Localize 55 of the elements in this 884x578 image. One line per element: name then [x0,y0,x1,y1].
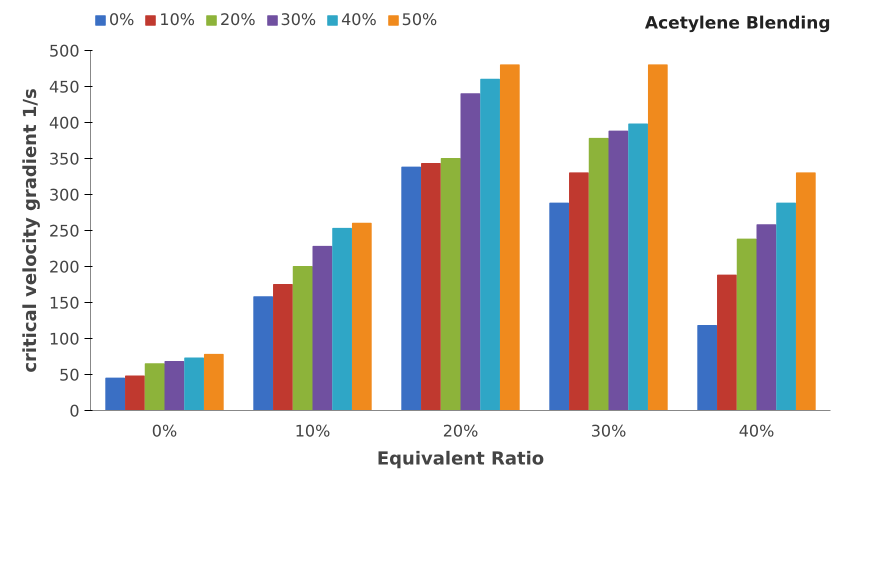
x-axis-title: Equivalent Ratio [376,448,544,470]
bar [204,354,224,410]
x-tick-label: 30% [590,422,626,440]
bar [440,158,461,410]
bar [184,357,204,410]
y-tick-label: 250 [48,222,80,240]
y-tick-label: 350 [48,150,80,168]
bar [273,284,293,410]
x-tick-label: 20% [442,422,478,440]
bar [105,378,126,410]
bar [292,266,313,410]
legend-label: 10% [159,10,195,29]
y-tick-label: 200 [48,258,80,276]
bar [756,224,776,410]
legend-label: 0% [109,10,134,29]
bar [697,325,718,410]
y-tick-label: 300 [48,186,80,204]
bar [125,375,145,410]
bar [717,274,737,410]
y-tick-label: 50 [59,366,80,384]
bar [608,130,628,410]
x-tick-label: 10% [294,422,330,440]
bar [332,228,352,410]
y-tick-label: 150 [48,294,80,312]
bar [164,361,184,410]
legend-label: 40% [341,10,377,29]
legend-title: Acetylene Blending [644,14,831,34]
bar [401,166,422,410]
bar [500,64,520,410]
y-tick-label: 100 [48,330,80,348]
legend-label: 50% [402,10,438,29]
bar [352,222,372,410]
bar [421,163,441,410]
x-tick-label: 0% [152,422,178,440]
y-axis-title: critical velocity gradient 1/s [20,88,41,373]
legend-label: 30% [280,10,316,29]
bar [144,363,165,410]
y-tick-label: 0 [69,402,80,420]
bar [736,238,757,410]
bar [628,123,648,410]
y-tick-label: 400 [48,114,80,132]
y-tick-label: 450 [48,78,80,96]
bar [312,246,332,410]
bar [588,138,609,410]
bar [460,93,480,410]
bar [549,202,570,410]
y-tick-label: 500 [48,42,80,60]
bar [253,296,274,410]
legend-label: 20% [220,10,256,29]
x-tick-label: 40% [738,422,774,440]
bar [796,172,816,410]
bar [648,64,668,410]
bar [480,78,500,410]
bar [776,202,796,410]
bar [569,172,589,410]
